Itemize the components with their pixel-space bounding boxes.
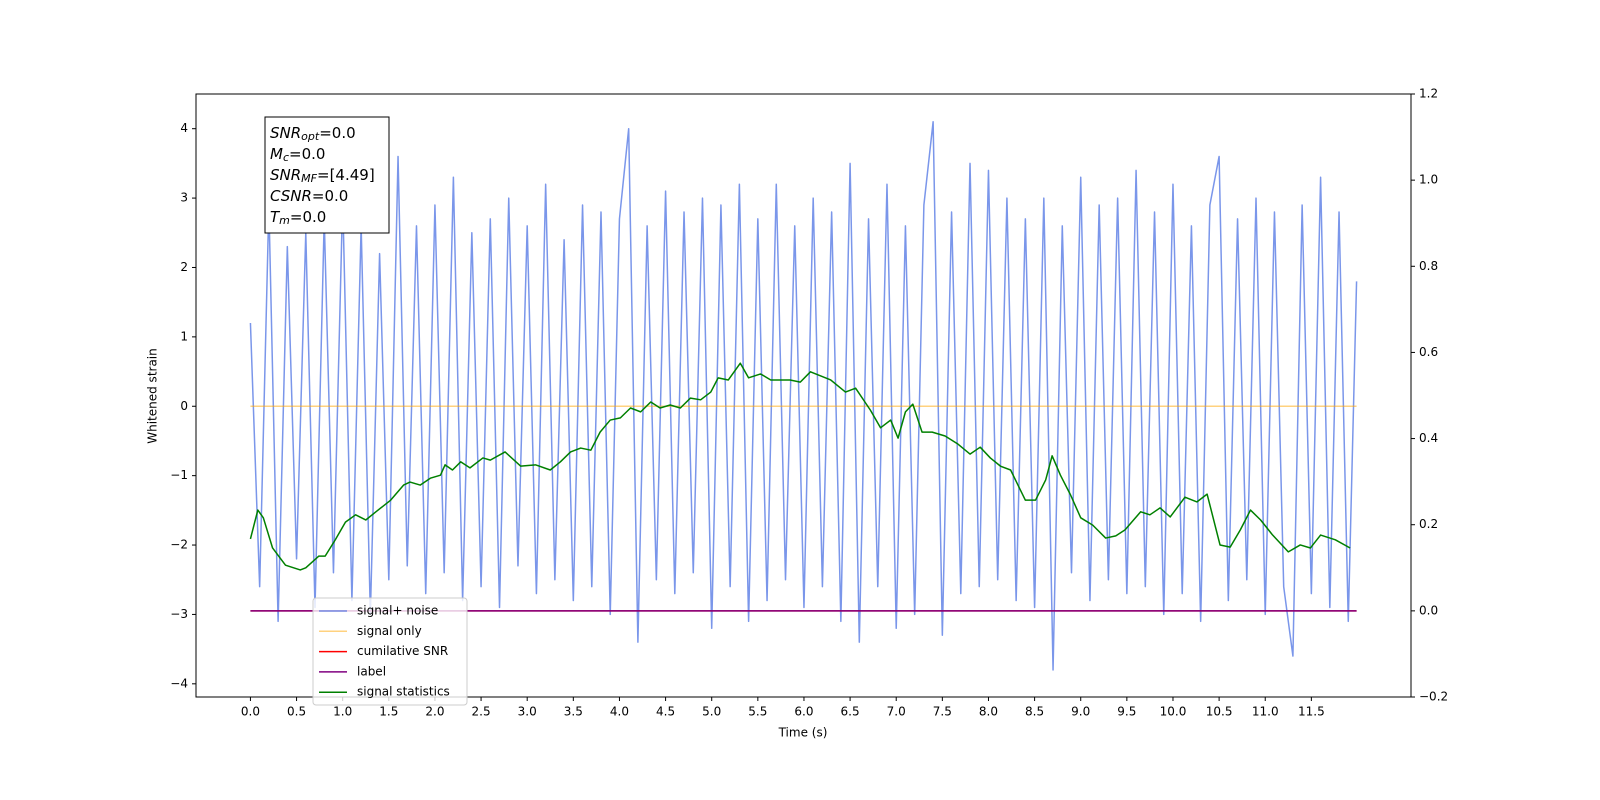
legend-label: signal statistics [357,685,450,699]
legend: signal+ noise signal only cumilative SNR la… [312,597,468,706]
y-tick-label: 0 [180,399,188,413]
annotation-box: SNRopt=0.0Mc=0.0SNRMF=[4.49]CSNR=0.0Tm=0… [264,116,390,234]
y-tick-label: −1 [170,468,188,482]
annotation-value: =0.0 [289,145,325,163]
annotation-symbol: SNR [270,124,301,142]
annotation-symbol: SNR [270,166,301,184]
annotation: CSNR=0.0 [270,187,348,205]
x-tick-label: 4.0 [610,705,629,719]
annotation: Mc=0.0 [270,145,325,165]
x-tick-label: 4.5 [656,705,675,719]
y2-tick-label: 1.2 [1419,87,1438,101]
annotation-frame [264,116,390,234]
annotation-value: =[4.49] [317,166,375,184]
x-tick-label: 9.0 [1071,705,1090,719]
plot-frame [195,93,1412,698]
annotation-value: =0.0 [290,208,326,226]
x-tick-label: 2.0 [425,705,444,719]
x-tick-label: 7.5 [933,705,952,719]
y-tick-label: 2 [180,260,188,274]
annotation: Tm=0.0 [270,208,326,228]
y-tick-label: −4 [170,676,188,690]
y2-tick-label: 0.0 [1419,603,1438,617]
x-tick-label: 7.0 [887,705,906,719]
annotation-symbol: CSNR [270,187,312,205]
x-tick-label: 8.0 [979,705,998,719]
x-tick-label: 5.5 [748,705,767,719]
y-tick-label: −3 [170,607,188,621]
annotation: SNRopt=0.0 [270,124,356,144]
x-tick-label: 1.0 [333,705,352,719]
y-tick-label: 1 [180,329,188,343]
y2-tick-label: 0.4 [1419,431,1438,445]
y-tick-label: 3 [180,191,188,205]
x-tick-label: 2.5 [472,705,491,719]
annotation-symbol: T [270,208,281,226]
x-tick-label: 6.5 [841,705,860,719]
x-tick-label: 10.0 [1160,705,1187,719]
annotation: SNRMF=[4.49] [270,166,375,186]
x-tick-label: 11.5 [1298,705,1325,719]
series-line [249,362,1351,571]
x-tick-label: 3.5 [564,705,583,719]
y2-tick-label: 0.2 [1419,517,1438,531]
annotation-value: =0.0 [319,124,355,142]
legend-label: signal+ noise [357,604,438,618]
y2-tick-label: 0.8 [1419,259,1438,273]
x-tick-label: 0.0 [241,705,260,719]
annotation-symbol: M [270,145,283,163]
x-tick-label: 0.5 [287,705,306,719]
x-tick-label: 11.0 [1252,705,1279,719]
annotation-subscript: m [279,214,290,227]
annotation-subscript: c [283,151,289,164]
x-tick-label: 10.5 [1206,705,1233,719]
y2-tick-label: 0.6 [1419,345,1438,359]
legend-label: label [357,664,386,678]
x-tick-label: 8.5 [1025,705,1044,719]
x-tick-label: 9.5 [1117,705,1136,719]
series-line [249,121,1358,671]
y2-tick-label: 1.0 [1419,173,1438,187]
legend-frame [312,597,468,706]
y2-tick-label: −0.2 [1419,690,1448,704]
x-axis-label: Time (s) [778,726,828,740]
x-tick-label: 6.0 [794,705,813,719]
y-tick-label: 4 [180,121,188,135]
y-tick-label: −2 [170,538,188,552]
annotation-value: =0.0 [312,187,348,205]
y-axis-label: Whitened strain [146,348,160,444]
legend-label: signal only [357,624,422,638]
annotation-subscript: opt [301,130,320,143]
x-tick-label: 5.0 [702,705,721,719]
x-tick-label: 1.5 [379,705,398,719]
x-tick-label: 3.0 [518,705,537,719]
annotation-subscript: MF [301,172,317,185]
legend-label: cumilative SNR [357,644,448,658]
